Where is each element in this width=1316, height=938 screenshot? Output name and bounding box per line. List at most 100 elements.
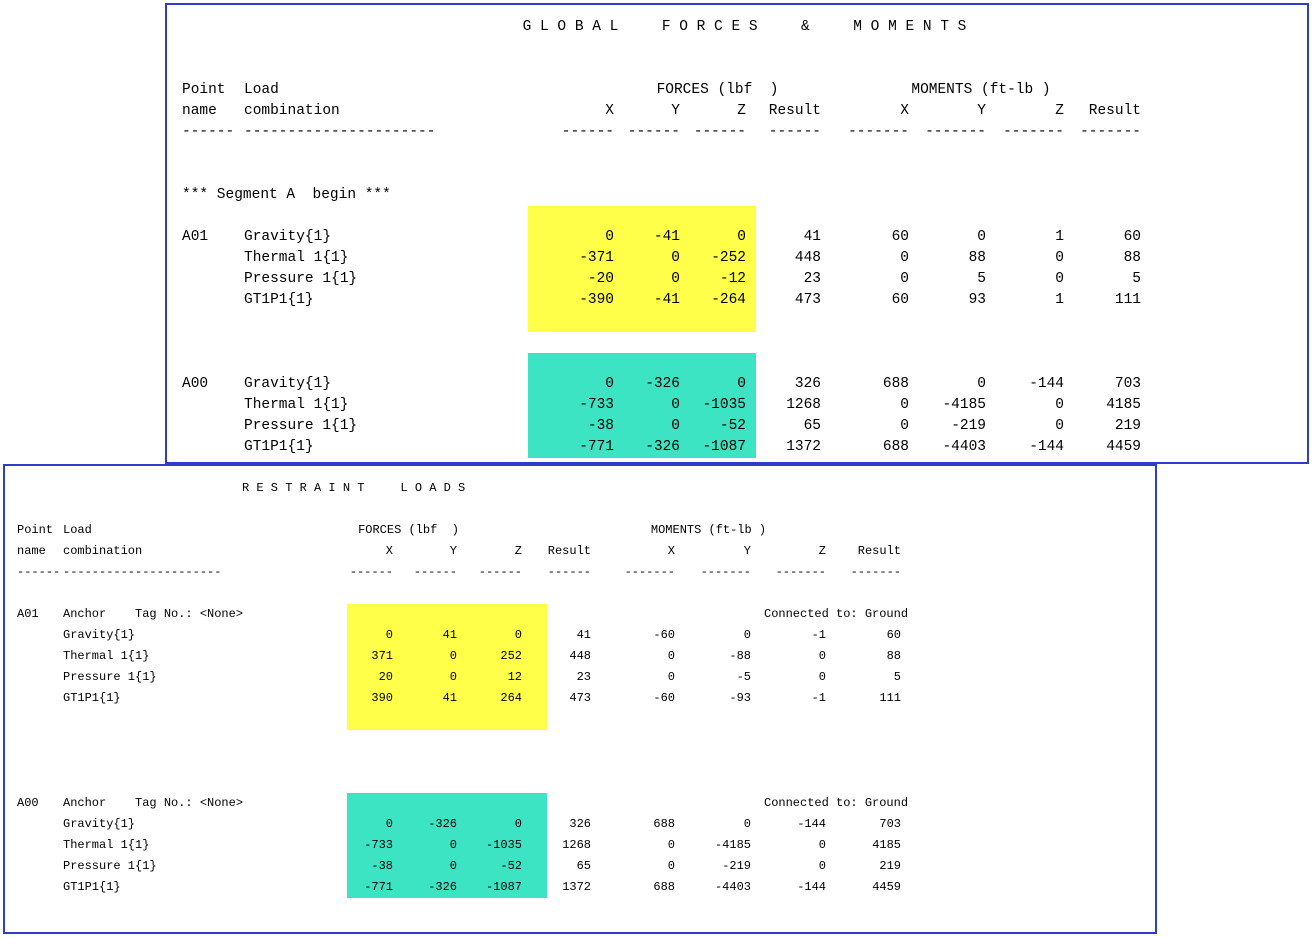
force-x-cell: -20 — [587, 271, 614, 287]
divider-row: ------ ---------------------- ------ ---… — [182, 122, 1307, 143]
restraint-loads-window[interactable]: R E S T R A I N T L O A D S Point Load F… — [3, 464, 1157, 934]
moment-z-cell: 0 — [818, 670, 826, 684]
force-x-cell: -733 — [364, 838, 393, 852]
blank-line — [17, 583, 1155, 604]
force-y-header: Y — [671, 103, 680, 119]
force-z-cell: 0 — [514, 817, 522, 831]
divider: ------- — [848, 124, 909, 140]
blank-line — [182, 206, 1307, 227]
force-result-header: Result — [768, 103, 821, 119]
force-y-cell: 0 — [671, 271, 680, 287]
moment-x-header: X — [900, 103, 909, 119]
force-x-cell: 390 — [371, 691, 393, 705]
divider: ---------------------- — [63, 565, 222, 579]
force-result-header: Result — [547, 544, 591, 558]
force-y-cell: -326 — [645, 376, 680, 392]
moment-x-cell: 60 — [891, 229, 909, 245]
force-x-cell: -771 — [579, 439, 614, 455]
divider: ------ — [693, 124, 746, 140]
divider: ------ — [627, 124, 680, 140]
force-z-cell: -1035 — [485, 838, 522, 852]
force-result-cell: 23 — [803, 271, 821, 287]
load-combination-cell: Pressure 1{1} — [244, 418, 358, 434]
blank-line — [17, 751, 1155, 772]
moment-y-cell: 88 — [968, 250, 986, 266]
moment-result-cell: 703 — [1114, 376, 1141, 392]
moment-result-cell: 4185 — [872, 838, 901, 852]
divider: ------- — [700, 565, 751, 579]
moment-x-cell: 0 — [667, 670, 675, 684]
force-y-cell: 41 — [442, 628, 457, 642]
moment-result-cell: 4459 — [1106, 439, 1141, 455]
force-z-cell: 252 — [500, 649, 522, 663]
table-row: Pressure 1{1} -38 0 -52 65 0 -219 0 219 — [182, 416, 1307, 437]
moment-y-cell: -4185 — [714, 838, 751, 852]
moment-y-cell: 5 — [977, 271, 986, 287]
force-x-cell: -390 — [579, 292, 614, 308]
point-name-cell — [182, 395, 244, 416]
force-result-cell: 1372 — [786, 439, 821, 455]
load-combination-cell: Gravity{1} — [244, 229, 332, 245]
moment-z-cell: 0 — [1055, 250, 1064, 266]
point-name-cell: A00 — [17, 796, 39, 810]
moments-group-header: MOMENTS (ft-lb ) — [911, 82, 1051, 98]
point-name-cell: A00 — [182, 376, 209, 392]
load-combination-cell: Pressure 1{1} — [63, 670, 157, 684]
moment-result-cell: 111 — [879, 691, 901, 705]
moment-z-cell: 1 — [1055, 229, 1064, 245]
global-forces-window[interactable]: G L O B A L F O R C E S & M O M E N T S … — [165, 3, 1309, 464]
anchor-label-cell: Anchor Tag No.: <None> — [63, 796, 244, 810]
force-result-cell: 326 — [569, 817, 591, 831]
point-name-cell — [17, 877, 63, 898]
point-header: Point — [17, 523, 54, 537]
moment-y-cell: -4403 — [942, 439, 986, 455]
load-combination-cell: Pressure 1{1} — [244, 271, 358, 287]
anchor-label-cell: Anchor Tag No.: <None> — [63, 607, 244, 621]
moment-y-cell: -219 — [722, 859, 751, 873]
divider: ------ — [17, 565, 61, 579]
moment-y-cell: 0 — [743, 817, 751, 831]
force-y-cell: 0 — [449, 859, 457, 873]
force-y-cell: 0 — [449, 649, 457, 663]
name-header: name — [17, 544, 46, 558]
moment-x-cell: -60 — [653, 628, 675, 642]
blank-line — [182, 164, 1307, 185]
moment-x-header: X — [667, 544, 675, 558]
table-row: GT1P1{1} -390 -41 -264 473 60 93 1 111 — [182, 290, 1307, 311]
moment-z-cell: -144 — [1029, 376, 1064, 392]
moment-y-header: Y — [977, 103, 986, 119]
moment-y-cell: -88 — [729, 649, 751, 663]
force-z-cell: 12 — [507, 670, 522, 684]
point-name-cell — [17, 835, 63, 856]
divider: ------ — [547, 565, 591, 579]
table-row: A00 Gravity{1} 0 -326 0 326 688 0 -144 703 — [182, 374, 1307, 395]
force-x-cell: -371 — [579, 250, 614, 266]
blank-line — [17, 499, 1155, 520]
table-row: Gravity{1} 0 -326 0 326 688 0 -144 703 — [17, 814, 1155, 835]
divider: ------ — [413, 565, 457, 579]
point-name-cell — [182, 269, 244, 290]
force-y-cell: 41 — [442, 691, 457, 705]
load-combination-cell: Gravity{1} — [63, 628, 136, 642]
force-z-cell: -252 — [711, 250, 746, 266]
load-combination-cell: Gravity{1} — [63, 817, 136, 831]
load-combination-cell: Thermal 1{1} — [63, 838, 150, 852]
divider: ------ — [561, 124, 614, 140]
blank-line — [17, 709, 1155, 730]
highlight-cyan — [347, 793, 547, 898]
force-y-cell: -326 — [428, 880, 457, 894]
load-combination-cell: GT1P1{1} — [244, 292, 314, 308]
table-row: Thermal 1{1} -733 0 -1035 1268 0 -4185 0 4185 — [17, 835, 1155, 856]
force-x-cell: -38 — [587, 418, 614, 434]
report-title: R E S T R A I N T L O A D S — [242, 481, 466, 495]
force-result-cell: 41 — [803, 229, 821, 245]
table-row: Thermal 1{1} -371 0 -252 448 0 88 0 88 — [182, 248, 1307, 269]
moment-y-cell: 0 — [977, 229, 986, 245]
highlight-yellow — [347, 604, 547, 730]
moment-x-cell: 688 — [653, 817, 675, 831]
divider: ------- — [925, 124, 986, 140]
force-z-cell: -1035 — [702, 397, 746, 413]
force-x-cell: 20 — [378, 670, 393, 684]
divider: ------- — [1003, 124, 1064, 140]
moment-x-cell: 60 — [891, 292, 909, 308]
